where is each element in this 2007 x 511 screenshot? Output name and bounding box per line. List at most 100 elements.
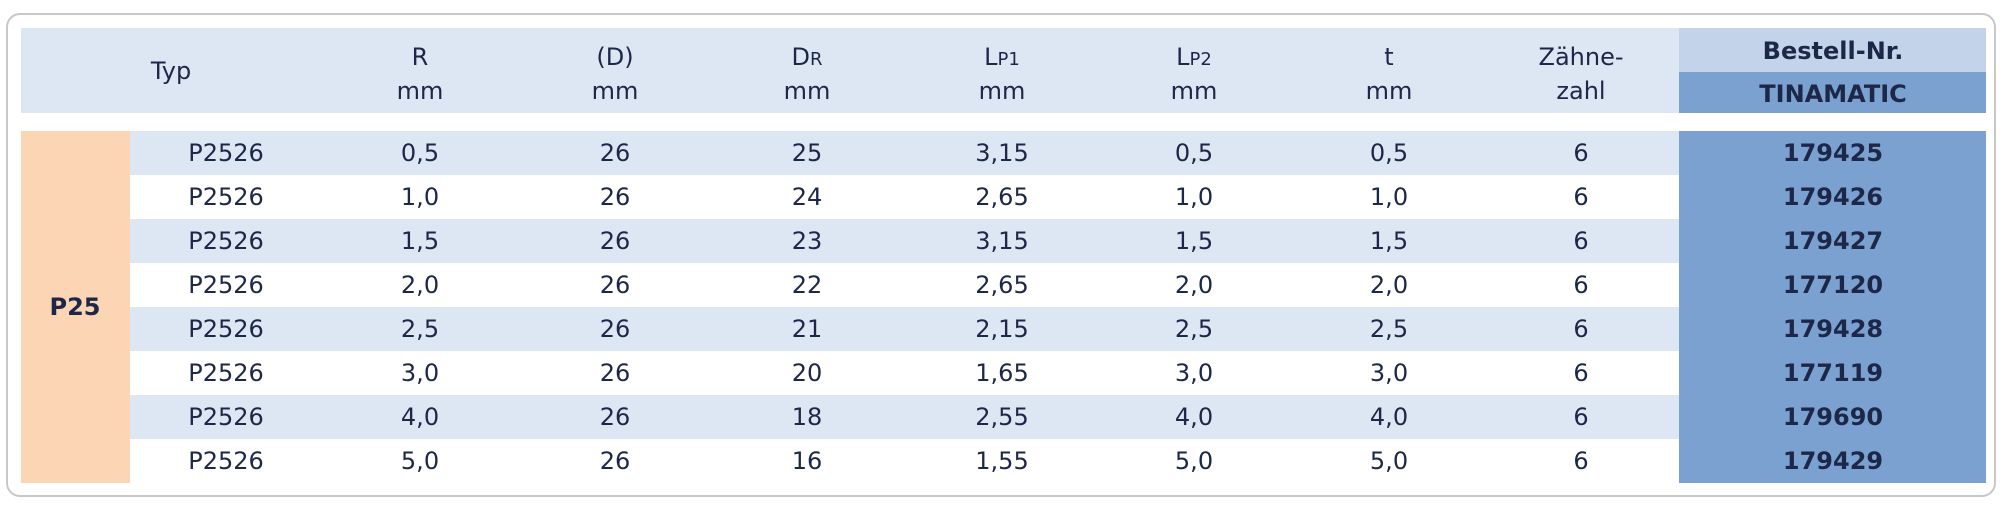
column-header: Bestell-Nr. [1763,37,1904,65]
cell: 16 [791,447,823,475]
cell: 1,5 [1369,227,1409,255]
cell: 3,0 [1369,359,1409,387]
cell: 24 [791,183,823,211]
order-column [1679,131,1986,483]
cell: P2526 [188,403,264,431]
column-header: LP1 [984,43,1020,71]
column-header: t [1384,43,1393,71]
cell: 6 [1573,315,1589,343]
row-band [130,395,1679,439]
cell: 20 [791,359,823,387]
cell: 6 [1573,139,1589,167]
cell: 1,0 [400,183,440,211]
cell: 2,55 [975,403,1029,431]
header-unit: zahl [1556,77,1606,105]
order-number: 179428 [1782,315,1884,343]
cell: 6 [1573,359,1589,387]
cell: 5,0 [1369,447,1409,475]
header-unit: TINAMATIC [1759,80,1907,108]
cell: 0,5 [1369,139,1409,167]
cell: 6 [1573,447,1589,475]
order-number: 179429 [1782,447,1884,475]
cell: P2526 [188,447,264,475]
cell: 26 [599,227,631,255]
cell: 3,15 [975,139,1029,167]
group-cell [21,131,130,483]
header-unit: mm [1365,77,1413,105]
cell: 4,0 [1174,403,1214,431]
header-text: L [984,43,998,71]
header-band [21,28,1986,113]
cell: 3,15 [975,227,1029,255]
order-number: 177120 [1782,271,1884,299]
row-band [130,351,1679,395]
cell: 25 [791,139,823,167]
cell: 3,0 [400,359,440,387]
cell: 6 [1573,227,1589,255]
column-header: (D) [596,43,633,71]
cell: 5,0 [1174,447,1214,475]
header-unit: mm [783,77,831,105]
cell: 2,5 [1174,315,1214,343]
header-unit: mm [396,77,444,105]
cell: 6 [1573,183,1589,211]
header-subscript: P1 [997,49,1020,70]
header-subscript: R [809,49,823,70]
order-header-top [1679,28,1986,72]
column-header: Typ [151,57,191,85]
cell: 4,0 [1369,403,1409,431]
row-band [130,307,1679,351]
cell: P2526 [188,227,264,255]
header-text: R [411,43,429,71]
header-unit: mm [591,77,639,105]
cell: 18 [791,403,823,431]
cell: 2,5 [400,315,440,343]
header-text: Zähne- [1538,43,1624,71]
cell: 2,15 [975,315,1029,343]
cell: P2526 [188,139,264,167]
cell: 26 [599,183,631,211]
cell: 1,5 [400,227,440,255]
cell: 2,65 [975,271,1029,299]
cell: 23 [791,227,823,255]
order-number: 177119 [1782,359,1884,387]
order-header-bottom [1679,72,1986,113]
group-label: P25 [49,293,101,321]
cell: 0,5 [400,139,440,167]
column-header: LP2 [1176,43,1212,71]
cell: P2526 [188,359,264,387]
row-band [130,219,1679,263]
order-number: 179690 [1782,403,1884,431]
header-subscript: P2 [1189,49,1212,70]
order-number: 179426 [1782,183,1884,211]
row-band [130,439,1679,483]
cell: 6 [1573,403,1589,431]
cell: 21 [791,315,823,343]
column-header: R [412,43,429,71]
cell: 1,5 [1174,227,1214,255]
cell: 2,65 [975,183,1029,211]
cell: 26 [599,403,631,431]
header-text: L [1176,43,1190,71]
header-text: Typ [150,57,192,85]
cell: 4,0 [400,403,440,431]
row-band [130,175,1679,219]
header-text: t [1384,43,1394,71]
cell: 1,55 [975,447,1029,475]
cell: 2,0 [1369,271,1409,299]
row-band [130,263,1679,307]
cell: 26 [599,139,631,167]
cell: 26 [599,447,631,475]
table-frame [6,13,1996,497]
column-header: Zähne- [1539,43,1624,71]
cell: 22 [791,271,823,299]
cell: 5,0 [400,447,440,475]
header-text: D [791,43,810,71]
header-unit: mm [1170,77,1218,105]
cell: 1,0 [1369,183,1409,211]
cell: 2,0 [1174,271,1214,299]
cell: P2526 [188,271,264,299]
cell: 26 [599,359,631,387]
header-text: (D) [596,43,634,71]
header-text: Bestell-Nr. [1762,37,1904,65]
